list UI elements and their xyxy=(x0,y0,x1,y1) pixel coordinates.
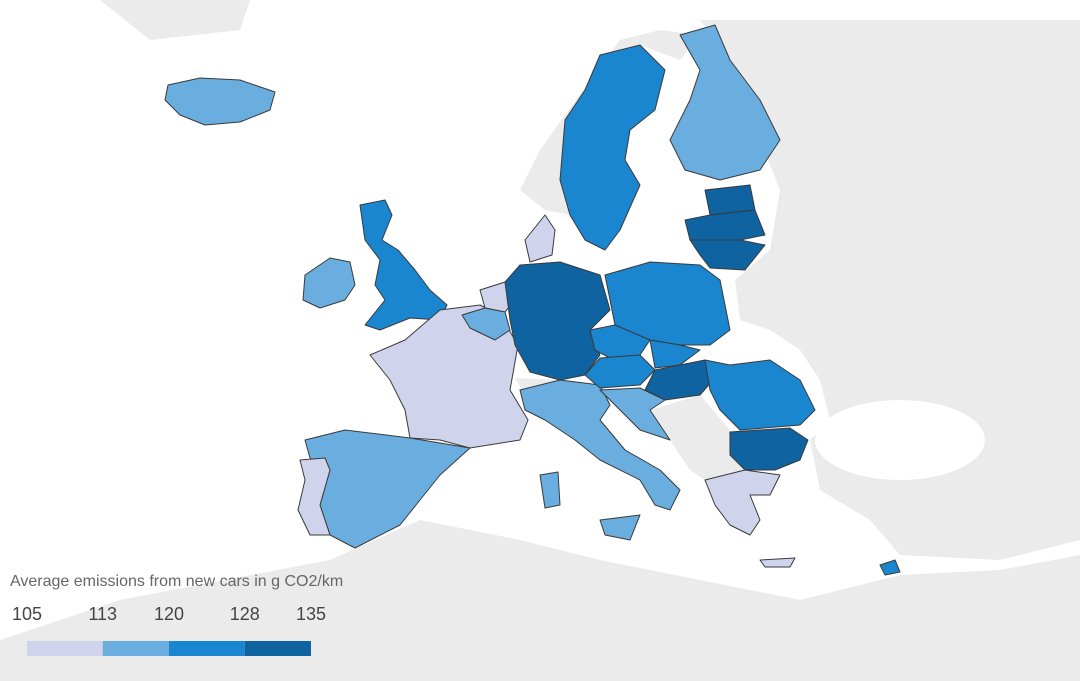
country xyxy=(704,469,781,536)
country xyxy=(504,261,611,381)
legend-swatch xyxy=(27,641,103,656)
legend: Average emissions from new cars in g CO2… xyxy=(10,573,343,656)
legend-tick-label: 113 xyxy=(88,604,117,624)
country xyxy=(369,304,529,449)
black-sea xyxy=(815,400,985,480)
land xyxy=(650,395,745,480)
country xyxy=(759,557,796,568)
land xyxy=(0,520,1080,681)
legend-swatch xyxy=(244,641,311,656)
countries xyxy=(164,24,901,576)
legend-tick-label: 105 xyxy=(12,604,42,624)
legend-tick-label: 120 xyxy=(154,604,184,624)
country xyxy=(604,261,731,346)
country xyxy=(669,24,781,181)
country xyxy=(559,44,666,251)
country xyxy=(164,77,276,126)
country xyxy=(302,257,356,309)
country xyxy=(599,514,641,541)
legend-swatch xyxy=(102,641,169,656)
country xyxy=(729,427,809,471)
land xyxy=(100,0,250,40)
country xyxy=(879,559,901,576)
country xyxy=(649,339,701,369)
country xyxy=(599,387,671,441)
legend-tick-label: 135 xyxy=(296,604,326,624)
legend-tick-label: 128 xyxy=(230,604,260,624)
country xyxy=(297,457,331,536)
country xyxy=(524,214,556,263)
legend-swatch xyxy=(169,641,245,656)
country xyxy=(539,471,561,509)
legend-title: Average emissions from new cars in g CO2… xyxy=(10,573,343,590)
country xyxy=(689,239,766,271)
country xyxy=(461,307,511,341)
land xyxy=(700,20,1080,560)
country xyxy=(704,359,816,431)
land xyxy=(520,30,700,215)
